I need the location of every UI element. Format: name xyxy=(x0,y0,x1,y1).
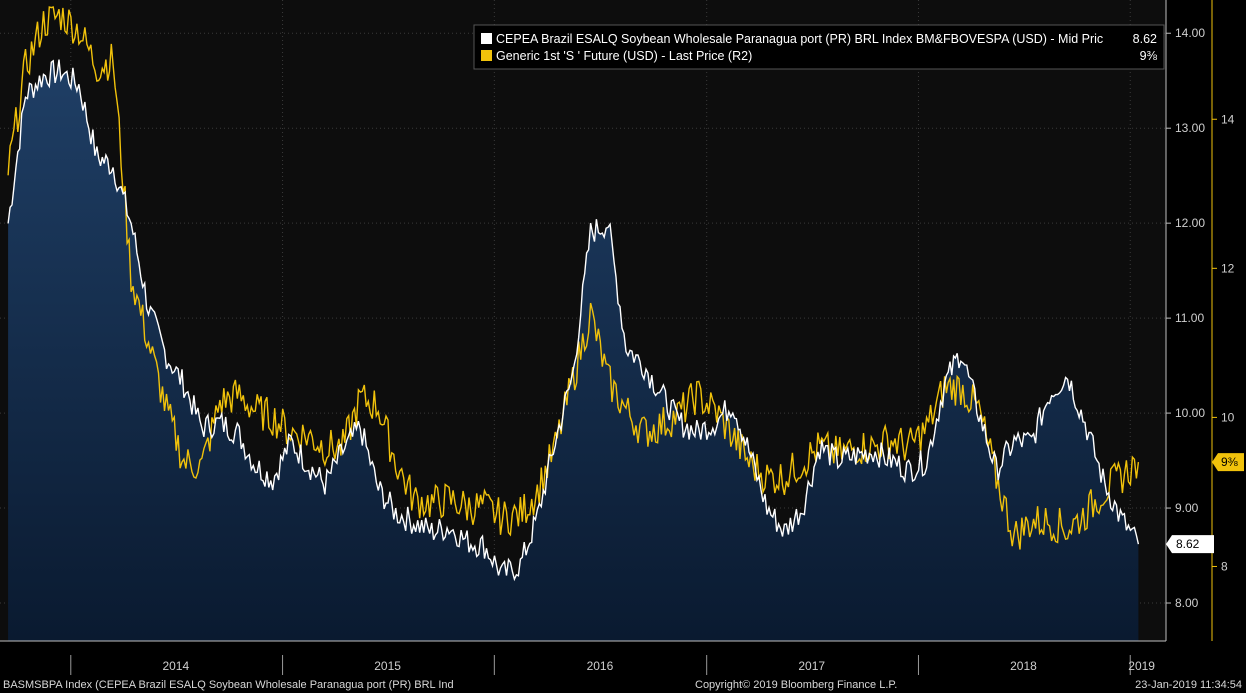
left-axis-tick-label: 9.00 xyxy=(1175,501,1199,515)
primary-series-area xyxy=(8,59,1139,642)
secondary-series-line xyxy=(7,6,1140,550)
primary-series-line xyxy=(7,59,1140,582)
legend-swatch-primary xyxy=(481,33,492,44)
legend-label-secondary: Generic 1st 'S ' Future (USD) - Last Pri… xyxy=(496,49,752,63)
left-value-axis-ticks: 14.00 13.00 12.00 11.00 10.00 9.00 8.00 xyxy=(1166,26,1205,610)
right-axis-tick-label: 12 xyxy=(1221,261,1235,275)
left-axis-tick-label: 8.00 xyxy=(1175,596,1199,610)
right-value-axis-ticks: 14 12 10 8 xyxy=(1212,112,1235,573)
date-axis-tick-label: 2018 xyxy=(1010,659,1037,673)
right-axis-tick-label: 14 xyxy=(1221,112,1235,126)
legend-box xyxy=(473,24,1165,70)
primary-last-value-tag xyxy=(1166,535,1214,554)
date-axis-tick-label: 2016 xyxy=(587,659,614,673)
date-axis-tick-label: 2017 xyxy=(798,659,825,673)
secondary-last-value-tag xyxy=(1212,453,1244,472)
date-axis-ticks: 2014 2015 2016 2017 2018 2019 xyxy=(70,655,1155,675)
right-axis-tick-label: 10 xyxy=(1221,410,1235,424)
primary-last-value-label: 8.62 xyxy=(1176,537,1200,551)
left-axis-tick-label: 12.00 xyxy=(1175,216,1205,230)
legend-swatch-secondary xyxy=(481,50,492,61)
left-axis-tick-label: 11.00 xyxy=(1175,311,1204,325)
left-axis-tick-label: 14.00 xyxy=(1175,26,1205,40)
date-axis-tick-label: 2015 xyxy=(374,659,401,673)
legend-value-secondary: 9⅜ xyxy=(1140,49,1158,63)
footer-timestamp: 23-Jan-2019 11:34:54 xyxy=(1135,679,1242,691)
right-axis-tick-label: 8 xyxy=(1221,559,1228,573)
legend-value-primary: 8.62 xyxy=(1133,32,1157,46)
secondary-last-value-marker: 9⅜ xyxy=(1212,453,1244,472)
left-axis-tick-label: 10.00 xyxy=(1175,406,1205,420)
secondary-last-value-label: 9⅜ xyxy=(1221,455,1239,469)
legend: CEPEA Brazil ESALQ Soybean Wholesale Par… xyxy=(473,24,1165,70)
footer-ticker-description: BASMSBPA Index (CEPEA Brazil ESALQ Soybe… xyxy=(3,679,454,691)
date-axis-tick-label: 2014 xyxy=(162,659,189,673)
date-axis-tick-label: 2019 xyxy=(1128,659,1155,673)
legend-label-primary: CEPEA Brazil ESALQ Soybean Wholesale Par… xyxy=(496,32,1103,46)
primary-last-value-marker: 8.62 xyxy=(1166,535,1214,554)
left-axis-tick-label: 13.00 xyxy=(1175,121,1205,135)
footer-copyright: Copyright© 2019 Bloomberg Finance L.P. xyxy=(695,679,897,691)
footer: BASMSBPA Index (CEPEA Brazil ESALQ Soybe… xyxy=(3,679,1242,691)
